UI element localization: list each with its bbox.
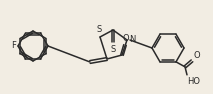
Text: HO: HO [187, 77, 200, 86]
Text: O: O [193, 51, 200, 60]
Text: O: O [123, 34, 129, 43]
Text: S: S [96, 25, 102, 34]
Text: F: F [11, 41, 16, 50]
Text: N: N [129, 34, 135, 44]
Text: S: S [110, 45, 116, 54]
